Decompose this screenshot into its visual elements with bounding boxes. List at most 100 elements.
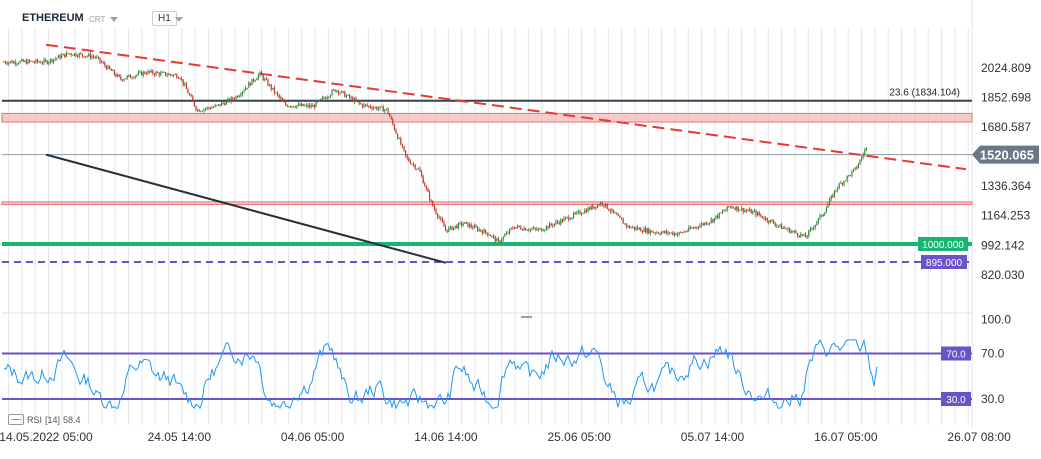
candle xyxy=(361,103,363,109)
candle-body xyxy=(77,56,79,57)
candle xyxy=(185,81,187,90)
candle-body xyxy=(707,223,709,225)
candle-body xyxy=(165,72,167,76)
chart-type-label[interactable]: CRT xyxy=(89,15,106,24)
candle xyxy=(89,51,91,60)
candle xyxy=(88,52,90,58)
candle-body xyxy=(257,74,259,79)
candle-body xyxy=(227,98,229,101)
candle-body xyxy=(606,203,608,209)
candle-body xyxy=(294,106,296,108)
candle xyxy=(173,74,175,78)
candle xyxy=(213,105,215,108)
candle-body xyxy=(104,62,106,66)
candle-body xyxy=(187,89,189,94)
candle-body xyxy=(728,206,730,208)
candle-body xyxy=(561,219,563,222)
candle-body xyxy=(486,232,488,235)
candle xyxy=(587,206,589,213)
candle xyxy=(459,221,461,226)
candle xyxy=(8,61,10,66)
candle xyxy=(677,231,679,237)
chart-type-dropdown-icon[interactable] xyxy=(110,17,118,22)
candle-body xyxy=(798,235,800,237)
badge-bg xyxy=(972,145,1039,164)
rsi-level-badge[interactable]: 30.0 xyxy=(941,392,971,406)
candle-body xyxy=(465,222,467,223)
candle-body xyxy=(29,60,31,62)
candle-body xyxy=(630,227,632,229)
dashed-level-badge[interactable]: 895.000 xyxy=(921,254,967,269)
candle xyxy=(245,86,247,91)
candle-body xyxy=(585,210,587,213)
candle-body xyxy=(112,70,114,72)
candle-body xyxy=(289,106,291,108)
candle-body xyxy=(409,161,411,164)
candle-body xyxy=(817,218,819,223)
candle-body xyxy=(589,207,591,210)
candle-body xyxy=(685,231,687,233)
candle-body xyxy=(181,78,183,80)
candle-body xyxy=(797,233,799,236)
candle xyxy=(288,105,290,108)
candle xyxy=(814,224,816,230)
candle xyxy=(550,222,552,227)
rsi-tick-label: 30.0 xyxy=(981,392,1005,406)
candle xyxy=(859,159,861,166)
candle xyxy=(675,232,677,236)
candle xyxy=(689,225,691,230)
candle xyxy=(304,103,306,107)
candle xyxy=(824,211,826,217)
candle-body xyxy=(849,175,851,176)
candle-body xyxy=(337,90,339,94)
candle-body xyxy=(581,213,583,215)
candle-body xyxy=(502,236,504,240)
candle xyxy=(488,232,490,236)
candle xyxy=(817,217,819,225)
candle-body xyxy=(19,61,21,64)
candle-body xyxy=(118,74,120,77)
candle-body xyxy=(550,223,552,226)
candle xyxy=(13,60,15,64)
candle xyxy=(864,147,866,157)
candle-body xyxy=(518,225,520,228)
candle xyxy=(683,230,685,234)
timeframe-dropdown-icon[interactable] xyxy=(175,17,183,22)
price-tick-label: 1164.253 xyxy=(981,209,1030,223)
candle xyxy=(737,206,739,213)
candle xyxy=(369,104,371,109)
zone-2 xyxy=(1,201,973,205)
candle-body xyxy=(478,229,480,231)
candle-body xyxy=(437,213,439,218)
panel-resize-handle[interactable] xyxy=(521,316,532,318)
candle xyxy=(593,206,595,210)
rsi-level-badge[interactable]: 70.0 xyxy=(941,346,971,361)
candle xyxy=(529,228,531,233)
candle xyxy=(561,218,563,223)
rsi-tick-label: 70.0 xyxy=(981,347,1005,361)
candle xyxy=(427,187,429,193)
candle-body xyxy=(307,104,309,107)
candle xyxy=(525,227,527,231)
candle-body xyxy=(408,158,410,162)
candle-body xyxy=(109,65,111,69)
candle xyxy=(11,59,13,64)
downtrend-line[interactable] xyxy=(45,43,967,171)
support-trendline[interactable] xyxy=(45,153,447,264)
candle-body xyxy=(272,87,274,90)
candle xyxy=(182,79,184,87)
candle xyxy=(102,60,104,65)
indicator-settings-icon[interactable] xyxy=(8,414,24,425)
candle xyxy=(808,229,810,238)
support-level-badge[interactable]: 1000.000 xyxy=(918,236,968,251)
symbol-name[interactable]: ETHEREUM xyxy=(22,12,84,24)
candle-body xyxy=(137,72,139,75)
candle xyxy=(273,85,275,96)
candle xyxy=(851,169,853,178)
candle xyxy=(257,73,259,81)
candle xyxy=(131,75,133,80)
candle-body xyxy=(773,220,775,224)
timeframe-selector[interactable]: H1 xyxy=(152,11,177,26)
